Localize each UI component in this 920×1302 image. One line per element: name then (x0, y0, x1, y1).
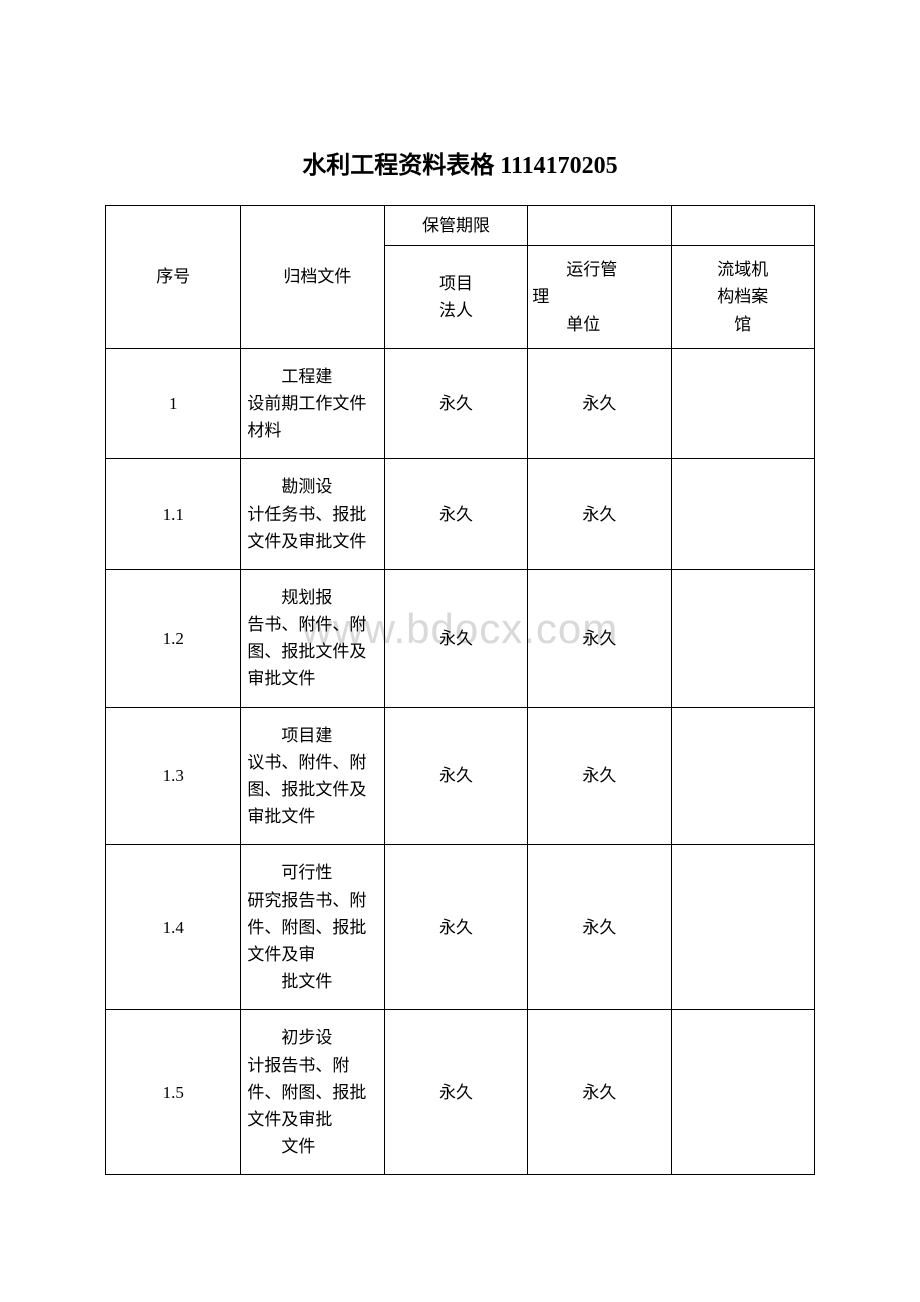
cell-c2: 永久 (528, 707, 671, 845)
cell-seq: 1.4 (106, 845, 241, 1010)
header-period: 保管期限 (384, 206, 527, 246)
table-row: 1.4 可行性研究报告书、附件、附图、报批文件及审 批文件 永久 永久 (106, 845, 815, 1010)
cell-doc: 可行性研究报告书、附件、附图、报批文件及审 批文件 (241, 845, 384, 1010)
cell-c2: 永久 (528, 845, 671, 1010)
header-empty-1 (528, 206, 671, 246)
cell-c3 (671, 1010, 814, 1175)
table-row: 1.5 初步设计报告书、附件、附图、报批文件及审批 文件 永久 永久 (106, 1010, 815, 1175)
cell-doc: 项目建议书、附件、附图、报批文件及审批文件 (241, 707, 384, 845)
cell-seq: 1.5 (106, 1010, 241, 1175)
header-doc: 归档文件 (241, 206, 384, 349)
cell-c3 (671, 845, 814, 1010)
cell-c2: 永久 (528, 348, 671, 459)
table-row: 1.1 勘测设计任务书、报批文件及审批文件 永久 永久 (106, 459, 815, 570)
header-sub1: 项目 法人 (384, 246, 527, 349)
cell-doc: 勘测设计任务书、报批文件及审批文件 (241, 459, 384, 570)
data-table: 序号 归档文件 保管期限 项目 法人 运行管 理 单位 (105, 205, 815, 1175)
cell-c3 (671, 569, 814, 707)
cell-c3 (671, 459, 814, 570)
cell-c1: 永久 (384, 348, 527, 459)
cell-c1: 永久 (384, 707, 527, 845)
cell-seq: 1.2 (106, 569, 241, 707)
cell-c1: 永久 (384, 1010, 527, 1175)
table-row: 1 工程建设前期工作文件材料 永久 永久 (106, 348, 815, 459)
cell-c2: 永久 (528, 569, 671, 707)
cell-c2: 永久 (528, 1010, 671, 1175)
cell-seq: 1.3 (106, 707, 241, 845)
header-sub2: 运行管 理 单位 (528, 246, 671, 349)
cell-c1: 永久 (384, 459, 527, 570)
header-sub3: 流域机 构档案 馆 (671, 246, 814, 349)
cell-seq: 1.1 (106, 459, 241, 570)
header-empty-2 (671, 206, 814, 246)
table-row: 1.2 规划报告书、附件、附图、报批文件及审批文件 永久 永久 (106, 569, 815, 707)
cell-c3 (671, 348, 814, 459)
cell-c1: 永久 (384, 845, 527, 1010)
cell-seq: 1 (106, 348, 241, 459)
header-seq: 序号 (106, 206, 241, 349)
table-container: 序号 归档文件 保管期限 项目 法人 运行管 理 单位 (0, 205, 920, 1175)
header-row-1: 序号 归档文件 保管期限 (106, 206, 815, 246)
cell-doc: 规划报告书、附件、附图、报批文件及审批文件 (241, 569, 384, 707)
cell-c1: 永久 (384, 569, 527, 707)
cell-doc: 工程建设前期工作文件材料 (241, 348, 384, 459)
page-title: 水利工程资料表格 1114170205 (0, 0, 920, 205)
table-row: 1.3 项目建议书、附件、附图、报批文件及审批文件 永久 永久 (106, 707, 815, 845)
cell-c3 (671, 707, 814, 845)
cell-c2: 永久 (528, 459, 671, 570)
cell-doc: 初步设计报告书、附件、附图、报批文件及审批 文件 (241, 1010, 384, 1175)
